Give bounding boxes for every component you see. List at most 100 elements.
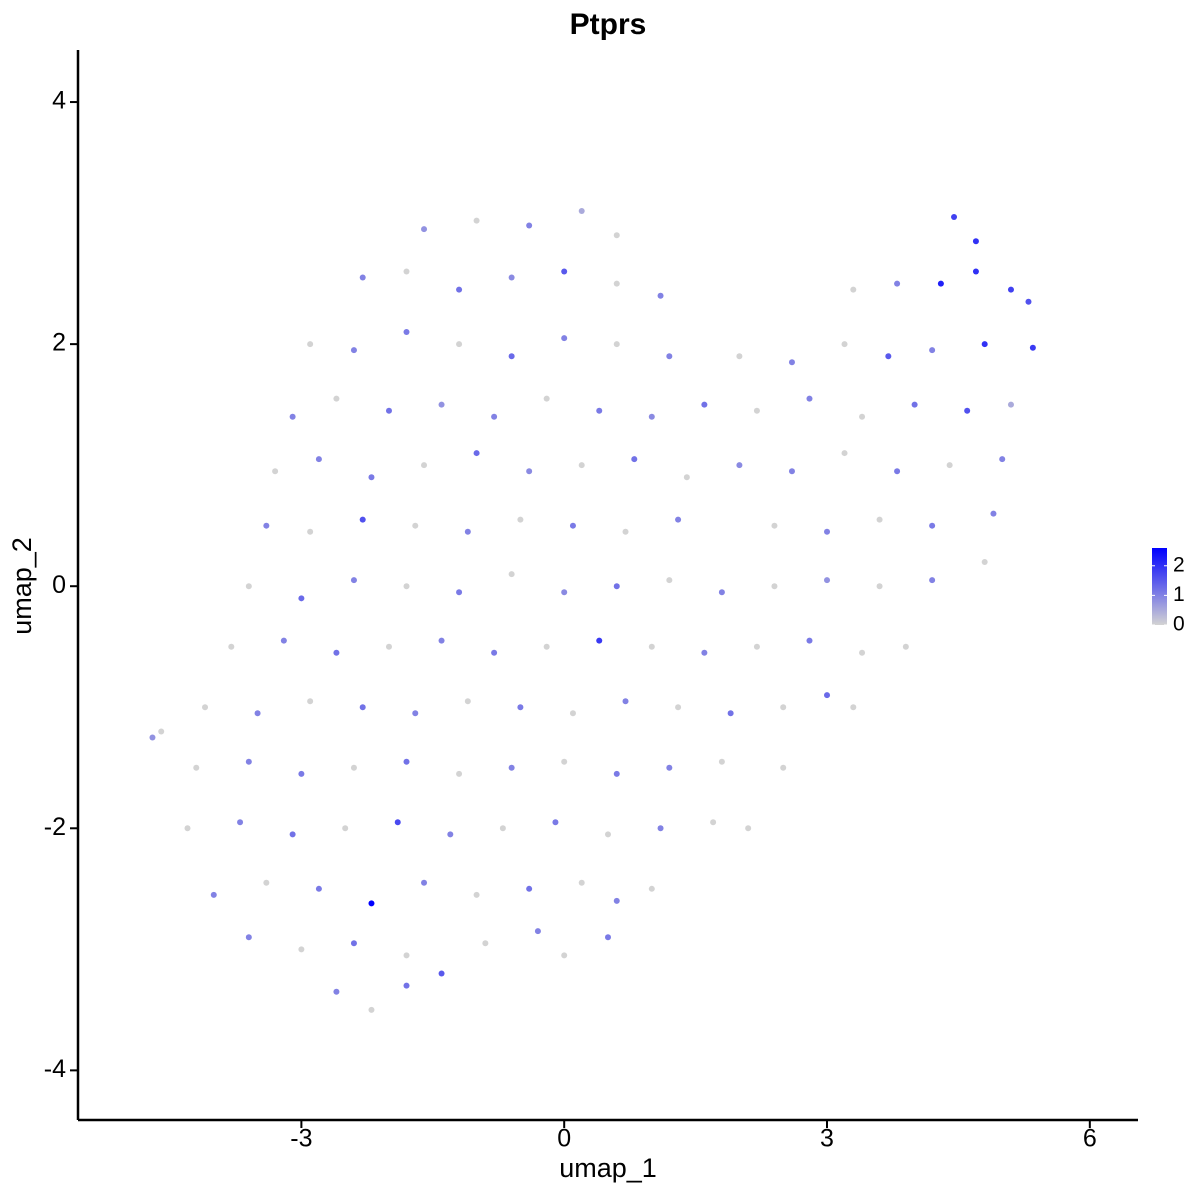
point [990, 510, 997, 517]
point [841, 450, 848, 457]
point [902, 643, 909, 650]
point [718, 589, 725, 596]
point [613, 232, 620, 239]
point [456, 286, 463, 293]
point [753, 643, 760, 650]
point [394, 819, 401, 826]
point [359, 274, 366, 281]
point [333, 649, 340, 656]
point [613, 897, 620, 904]
point [534, 928, 541, 935]
point [894, 468, 901, 475]
point [561, 952, 568, 959]
point [359, 704, 366, 711]
point [736, 353, 743, 360]
point [578, 462, 585, 469]
y-tick-label: -4 [44, 1055, 66, 1083]
point [578, 207, 585, 214]
point [543, 395, 550, 402]
chart-title: Ptprs [570, 8, 647, 41]
point [245, 758, 252, 765]
point [350, 940, 357, 947]
point [951, 214, 958, 221]
point [771, 583, 778, 590]
point [613, 583, 620, 590]
point [149, 734, 156, 741]
point [456, 341, 463, 348]
colorbar-tick-label: 2 [1173, 553, 1185, 576]
x-tick-label: 3 [820, 1125, 834, 1153]
point [981, 341, 988, 348]
point [543, 643, 550, 650]
point [517, 704, 524, 711]
point [263, 522, 270, 529]
point [578, 879, 585, 886]
point [526, 468, 533, 475]
point [228, 643, 235, 650]
point [666, 353, 673, 360]
point [824, 528, 831, 535]
point [447, 831, 454, 838]
point [911, 401, 918, 408]
point [491, 413, 498, 420]
point [473, 450, 480, 457]
point [613, 341, 620, 348]
point [675, 516, 682, 523]
point [298, 946, 305, 953]
point [622, 528, 629, 535]
point [710, 819, 717, 826]
point [771, 522, 778, 529]
point [613, 280, 620, 287]
point [727, 710, 734, 717]
point [210, 891, 217, 898]
point [788, 359, 795, 366]
point [263, 879, 270, 886]
point [403, 329, 410, 336]
point [280, 637, 287, 644]
point [403, 268, 410, 275]
colorbar-tick-label: 1 [1173, 583, 1185, 606]
point [421, 879, 428, 886]
point [841, 341, 848, 348]
point [622, 698, 629, 705]
point [202, 704, 209, 711]
point [307, 698, 314, 705]
point [972, 268, 979, 275]
point [605, 831, 611, 838]
point [657, 292, 664, 299]
colorbar [1152, 548, 1167, 625]
point [701, 401, 708, 408]
point [788, 468, 795, 475]
point [736, 462, 743, 469]
point [666, 577, 673, 584]
point [605, 934, 611, 941]
point [421, 462, 428, 469]
point [859, 649, 866, 656]
point [753, 407, 760, 414]
point [482, 940, 489, 947]
point [158, 728, 165, 735]
point [350, 764, 357, 771]
point [552, 819, 559, 826]
point [315, 885, 322, 892]
point [648, 643, 655, 650]
point [403, 758, 410, 765]
point [569, 710, 576, 717]
point [1025, 298, 1032, 305]
point [780, 764, 787, 771]
point [850, 704, 857, 711]
point [342, 825, 349, 832]
point [307, 528, 314, 535]
point [850, 286, 857, 293]
point [298, 595, 305, 602]
point [403, 982, 410, 989]
x-tick-label: -3 [290, 1125, 312, 1153]
point [272, 468, 279, 475]
point [876, 516, 883, 523]
point [972, 238, 979, 245]
point [508, 353, 515, 360]
point [999, 456, 1006, 463]
point [745, 825, 752, 832]
point [648, 885, 655, 892]
point [648, 413, 655, 420]
